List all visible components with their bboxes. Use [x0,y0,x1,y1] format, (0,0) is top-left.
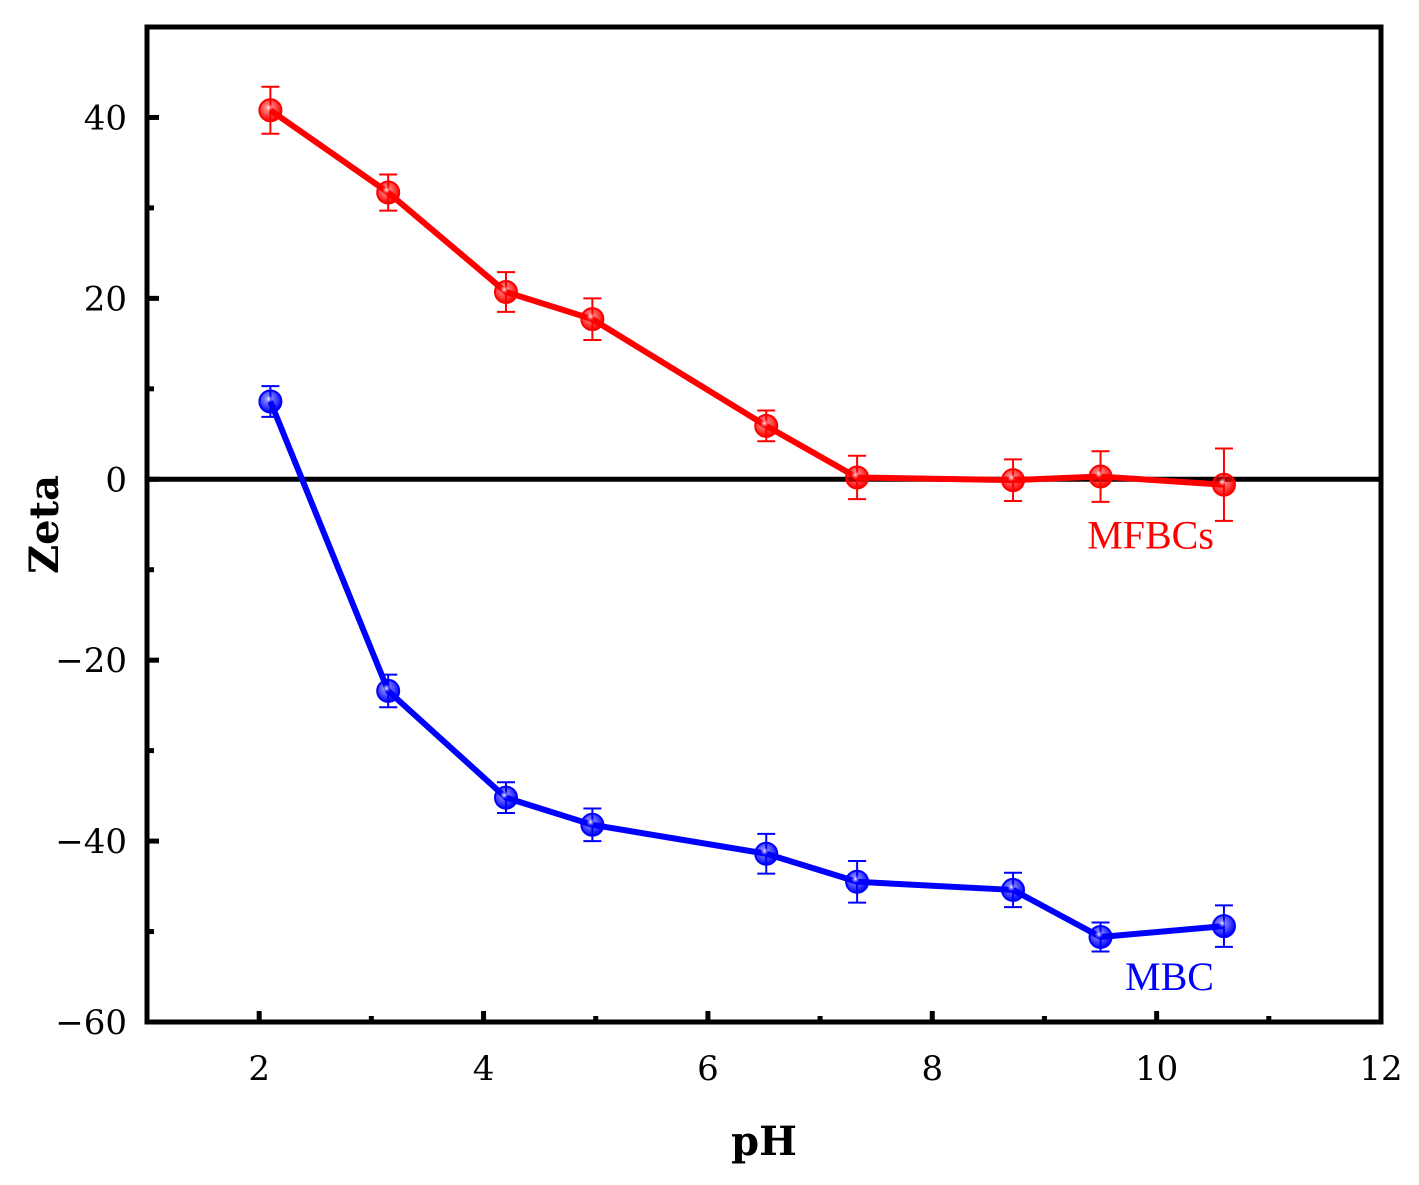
data-point-MBC [376,678,401,703]
y-tick-label: −40 [55,822,127,862]
data-point-MBC [493,785,518,810]
data-point-MFBCs [376,180,401,205]
axes: 2 4 6 8 10 12 −60 −40 −20 0 20 40 [55,98,1402,1089]
y-tick-label: 0 [105,460,127,500]
y-tick-label: 40 [84,98,127,138]
data-point-MFBCs [493,280,518,305]
x-tick-label: 10 [1135,1049,1178,1089]
data-point-MBC [1001,877,1026,902]
x-tick-label: 12 [1359,1049,1402,1089]
x-tick-label: 2 [248,1049,270,1089]
x-tick-label: 4 [473,1049,495,1089]
y-tick-label: 20 [84,279,127,319]
x-axis-title: pH [731,1118,797,1165]
data-point-MFBCs [258,98,283,123]
y-tick-label: −60 [55,1003,127,1043]
plot-frame [144,24,1384,1025]
series-label-MFBCs: MFBCs [1087,513,1214,558]
y-axis-title: Zeta [21,475,68,574]
data-point-MBC [580,812,605,837]
data-point-MBC [1088,924,1113,949]
data-point-MBC [258,389,283,414]
y-tick-label: −20 [55,641,127,681]
data-point-MFBCs [1088,464,1113,489]
data-point-MFBCs [1211,472,1236,497]
data-point-MBC [845,869,870,894]
series-line-MBC [267,400,1225,940]
data-point-MFBCs [845,465,870,490]
data-point-MFBCs [580,307,605,332]
data-point-MBC [1211,914,1236,939]
series-label-MBC: MBC [1125,954,1214,999]
plot-marks: MFBCs MBC [147,85,1381,999]
data-point-MFBCs [754,413,779,438]
x-tick-label: 6 [697,1049,719,1089]
data-point-MFBCs [1001,468,1026,493]
data-point-MBC [754,841,779,866]
series-line-MFBCs [268,107,1225,488]
x-tick-label: 8 [921,1049,943,1089]
